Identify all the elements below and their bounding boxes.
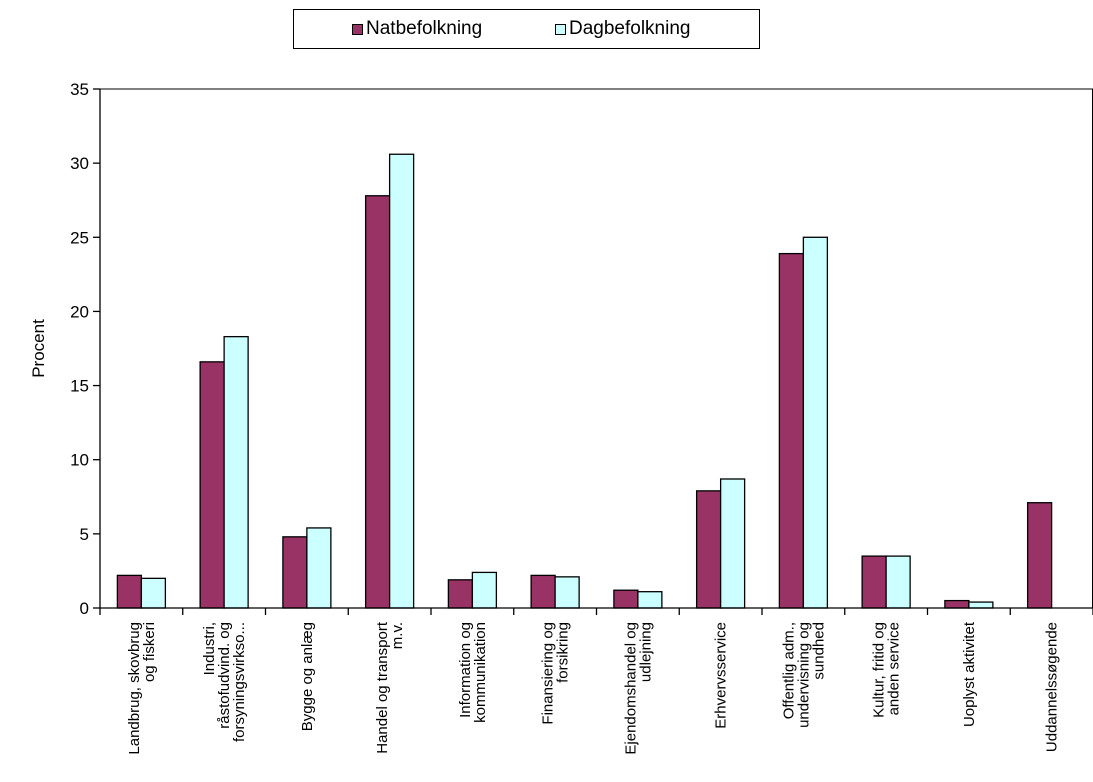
legend: Natbefolkning Dagbefolkning <box>293 9 760 49</box>
bar-dagbefolkning-5 <box>471 571 498 609</box>
x-tick-label-2-line-3: forsyningsvirkso... <box>231 622 248 742</box>
y-tick-label-30: 30 <box>70 154 89 173</box>
bar-dagbefolkning-10 <box>885 555 911 609</box>
legend-label-natbefolkning: Natbefolkning <box>366 18 483 39</box>
x-tick-label-3-line-1: Bygge og anlæg <box>299 622 316 731</box>
x-tick-label-10-line-1: Kultur, fritid og <box>871 622 888 718</box>
legend-item-natbefolkning: Natbefolkning <box>352 10 482 48</box>
bar-dagbefolkning-4 <box>388 153 415 609</box>
bar-dagbefolkning-1 <box>140 577 167 609</box>
x-tick-label-8: Erhvervsservice <box>713 622 730 729</box>
bar-dagbefolkning-3 <box>306 527 332 609</box>
bar-natbefolkning-4 <box>364 195 391 609</box>
x-tick-label-5-line-2: kommunikation <box>472 622 489 723</box>
bar-dagbefolkning-2 <box>223 335 249 609</box>
x-tick-label-9: Offentlig adm.,undervisning ogsundhed <box>780 622 827 728</box>
x-tick-label-9-line-3: sundhed <box>810 622 827 680</box>
x-tick-label-10: Kultur, fritid oganden service <box>871 622 903 718</box>
bar-natbefolkning-9 <box>778 252 805 609</box>
x-tick-label-7-line-2: udlejning <box>637 622 654 682</box>
bar-natbefolkning-10 <box>861 555 887 609</box>
y-tick-label-35: 35 <box>70 80 89 99</box>
x-tick-label-12-line-1: Uddannelssøgende <box>1044 622 1061 752</box>
x-tick-label-10-line-2: anden service <box>886 622 903 715</box>
bar-dagbefolkning-8 <box>719 478 746 609</box>
x-tick-label-11: Uoplyst aktivitet <box>961 621 978 727</box>
bar-dagbefolkning-9 <box>802 236 829 609</box>
x-tick-label-9-line-2: undervisning og <box>795 622 812 728</box>
bar-natbefolkning-8 <box>695 490 722 609</box>
bar-natbefolkning-1 <box>116 574 143 609</box>
y-tick-label-20: 20 <box>70 302 89 321</box>
bar-dagbefolkning-7 <box>637 591 663 609</box>
legend-item-dagbefolkning: Dagbefolkning <box>555 10 690 48</box>
legend-label-dagbefolkning: Dagbefolkning <box>569 18 691 39</box>
x-tick-label-4: Handel og transportm.v. <box>374 621 406 754</box>
x-tick-label-1-line-2: og fiskeri <box>141 622 158 682</box>
bar-natbefolkning-7 <box>613 589 639 609</box>
x-tick-label-6: Finansiering ogforsikring <box>540 622 572 725</box>
bar-natbefolkning-6 <box>530 574 556 609</box>
x-tick-label-9-line-1: Offentlig adm., <box>780 622 797 719</box>
x-tick-label-8-line-1: Erhvervsservice <box>713 622 730 729</box>
x-tick-label-7: Ejendomshandel ogudlejning <box>622 622 654 755</box>
plot-area <box>100 89 1093 608</box>
x-tick-label-7-line-1: Ejendomshandel og <box>622 622 639 755</box>
x-tick-label-11-line-1: Uoplyst aktivitet <box>961 621 978 727</box>
x-tick-label-5: Information ogkommunikation <box>457 622 489 723</box>
x-tick-label-5-line-1: Information og <box>457 622 474 718</box>
y-tick-label-0: 0 <box>80 599 89 618</box>
x-tick-label-1-line-1: Landbrug, skovbrug <box>126 622 143 755</box>
y-tick-label-15: 15 <box>70 377 89 396</box>
x-tick-label-4-line-2: m.v. <box>389 622 406 649</box>
y-axis-title: Procent <box>29 319 48 378</box>
legend-swatch-dagbefolkning <box>555 23 566 35</box>
x-tick-label-3: Bygge og anlæg <box>299 622 316 731</box>
x-tick-label-4-line-1: Handel og transport <box>374 621 391 754</box>
bar-dagbefolkning-11 <box>968 601 994 609</box>
x-tick-label-1: Landbrug, skovbrugog fiskeri <box>126 622 158 755</box>
bar-natbefolkning-2 <box>199 361 225 609</box>
bar-natbefolkning-11 <box>944 599 970 609</box>
x-tick-label-2-line-1: Industri, <box>201 622 218 675</box>
bar-natbefolkning-3 <box>282 536 308 609</box>
x-tick-label-6-line-2: forsikring <box>555 622 572 683</box>
bar-natbefolkning-5 <box>447 579 474 609</box>
x-tick-label-2-line-2: råstofudvind. og <box>216 622 233 729</box>
x-tick-label-12: Uddannelssøgende <box>1044 622 1061 752</box>
bar-dagbefolkning-6 <box>554 576 580 609</box>
x-tick-label-6-line-1: Finansiering og <box>540 622 557 725</box>
legend-swatch-natbefolkning <box>352 23 363 35</box>
y-tick-label-5: 5 <box>80 525 89 544</box>
bar-natbefolkning-12 <box>1026 502 1053 609</box>
y-tick-label-25: 25 <box>70 228 89 247</box>
x-tick-label-2: Industri,råstofudvind. ogforsyningsvirks… <box>201 622 248 742</box>
y-tick-label-10: 10 <box>70 451 89 470</box>
